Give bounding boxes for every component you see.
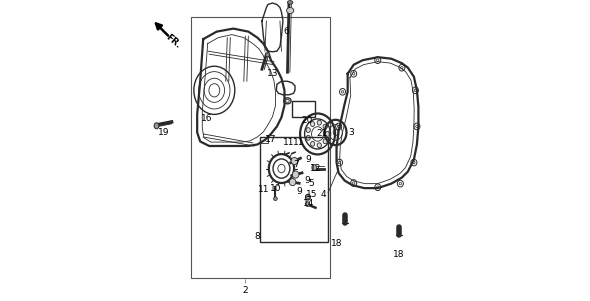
Text: 19: 19 xyxy=(158,128,170,137)
Text: FR.: FR. xyxy=(164,33,182,51)
Text: 12: 12 xyxy=(310,164,322,173)
Ellipse shape xyxy=(306,202,310,206)
Text: 10: 10 xyxy=(270,184,281,193)
Ellipse shape xyxy=(326,132,330,136)
Ellipse shape xyxy=(274,197,277,200)
Bar xyxy=(260,137,268,143)
Ellipse shape xyxy=(323,124,327,129)
Text: 14: 14 xyxy=(303,199,314,208)
Ellipse shape xyxy=(154,123,159,129)
Bar xyxy=(292,101,314,117)
Ellipse shape xyxy=(291,157,298,165)
Text: 11: 11 xyxy=(293,138,304,147)
Text: 15: 15 xyxy=(306,190,317,199)
Ellipse shape xyxy=(323,139,327,144)
Ellipse shape xyxy=(317,120,322,125)
Ellipse shape xyxy=(317,143,322,147)
Text: 18: 18 xyxy=(332,239,343,248)
Ellipse shape xyxy=(289,178,296,186)
Ellipse shape xyxy=(306,135,310,140)
Ellipse shape xyxy=(312,165,317,171)
Ellipse shape xyxy=(292,171,299,178)
Ellipse shape xyxy=(287,1,293,4)
Text: 9: 9 xyxy=(306,155,312,164)
Text: 18: 18 xyxy=(393,250,405,259)
Text: 9: 9 xyxy=(304,176,310,185)
Text: 16: 16 xyxy=(201,114,212,123)
Text: 9: 9 xyxy=(297,187,303,196)
Text: 11: 11 xyxy=(258,185,269,194)
Text: 3: 3 xyxy=(348,128,353,137)
Ellipse shape xyxy=(310,141,314,146)
Bar xyxy=(191,17,330,278)
Ellipse shape xyxy=(306,128,310,132)
Text: 13: 13 xyxy=(267,69,278,78)
Text: 2: 2 xyxy=(242,286,248,295)
Ellipse shape xyxy=(287,8,294,14)
Bar xyxy=(260,137,328,242)
Text: 21: 21 xyxy=(316,129,328,138)
Ellipse shape xyxy=(310,122,314,126)
Text: 8: 8 xyxy=(254,232,260,241)
Text: 4: 4 xyxy=(321,190,326,199)
Text: 6: 6 xyxy=(283,27,289,36)
Ellipse shape xyxy=(266,53,270,57)
Text: 5: 5 xyxy=(309,179,314,188)
Text: 11: 11 xyxy=(283,138,294,147)
Text: 20: 20 xyxy=(301,116,313,125)
Text: 7: 7 xyxy=(294,160,299,169)
Text: 17: 17 xyxy=(265,135,277,144)
